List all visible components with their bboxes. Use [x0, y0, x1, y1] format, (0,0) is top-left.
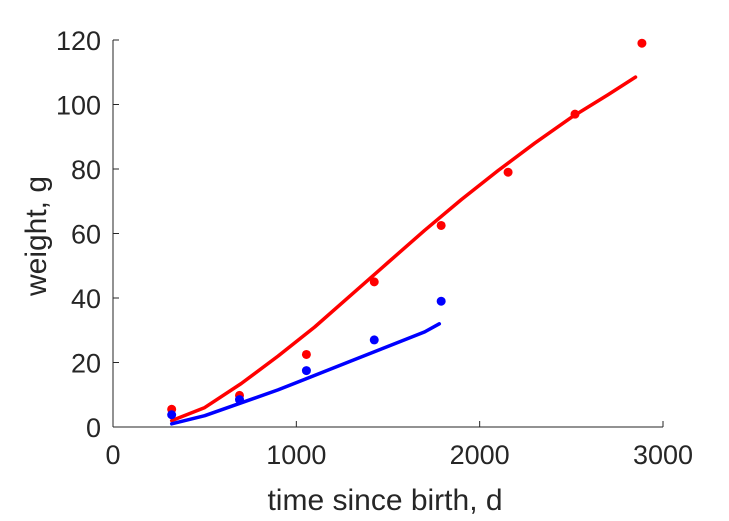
x-tick-label: 1000: [266, 440, 326, 470]
x-tick-label: 2000: [450, 440, 510, 470]
y-tick-label: 100: [56, 91, 101, 121]
data-point-0-7: [637, 38, 647, 48]
data-point-1-2: [301, 366, 311, 376]
data-point-0-3: [369, 277, 379, 287]
data-point-1-3: [369, 335, 379, 345]
y-axis-label: weight, g: [20, 176, 53, 297]
y-tick-label: 20: [71, 349, 101, 379]
series-line-2: [169, 75, 638, 423]
data-point-0-4: [436, 220, 446, 230]
data-point-0-5: [503, 167, 513, 177]
y-tick-label: 0: [86, 413, 101, 443]
y-tick-label: 120: [56, 26, 101, 56]
y-tick-label: 80: [71, 155, 101, 185]
data-point-1-4: [436, 296, 446, 306]
data-point-0-6: [570, 109, 580, 119]
x-tick-label: 3000: [633, 440, 693, 470]
data-point-1-1: [235, 395, 244, 405]
labels-layer: time since birth, d weight, g: [20, 176, 503, 517]
y-tick-label: 60: [71, 220, 101, 250]
x-tick-label: 0: [105, 440, 120, 470]
series-layer: [167, 38, 647, 426]
x-axis-label: time since birth, d: [267, 484, 502, 517]
axes: 0 1000 2000 3000 0 20 40 60 80 100 120: [56, 26, 693, 470]
y-tick-label: 40: [71, 284, 101, 314]
series-line-3: [169, 322, 442, 426]
data-point-0-2: [301, 349, 311, 359]
data-point-1-0: [167, 410, 177, 420]
